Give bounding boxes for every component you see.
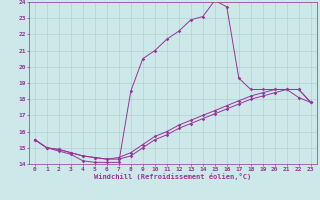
X-axis label: Windchill (Refroidissement éolien,°C): Windchill (Refroidissement éolien,°C) bbox=[94, 173, 252, 180]
